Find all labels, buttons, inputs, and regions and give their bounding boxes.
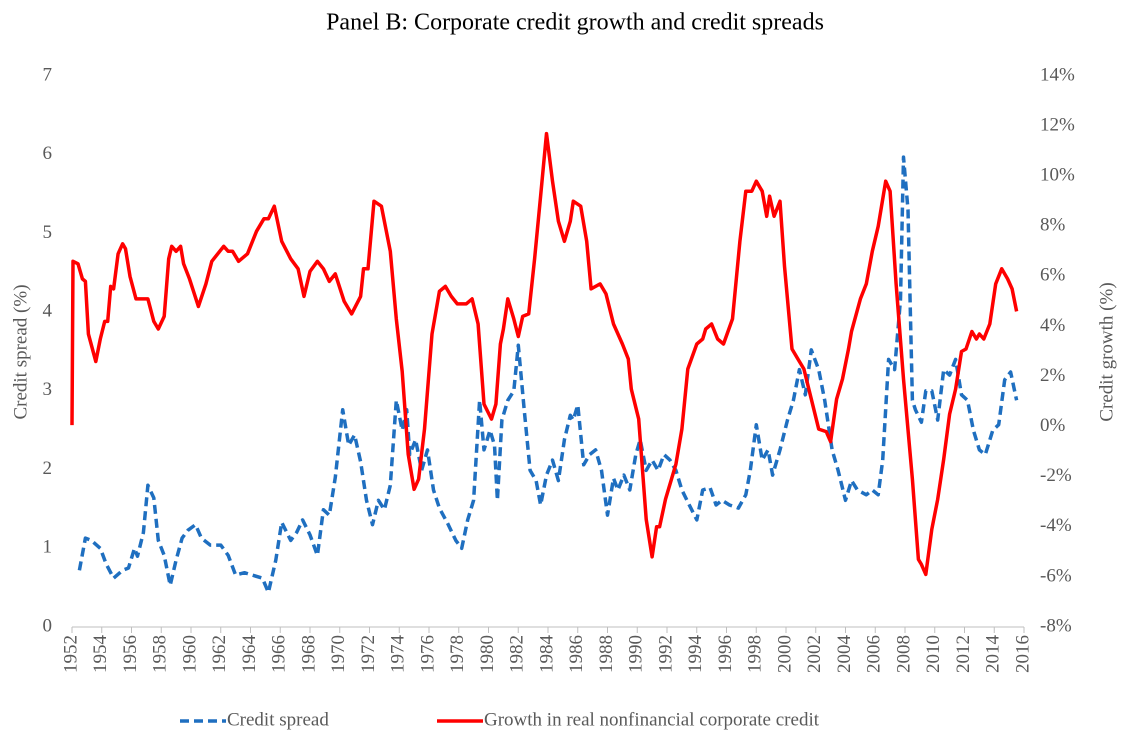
x-tick-label: 1968 <box>298 635 319 673</box>
y2-tick-label: 4% <box>1040 315 1066 336</box>
y-tick-label: 0 <box>43 615 53 636</box>
x-tick-label: 2006 <box>864 635 885 673</box>
y-tick-label: 5 <box>43 222 53 243</box>
series-line <box>77 155 1019 595</box>
y2-tick-label: 0% <box>1040 415 1066 436</box>
x-tick-label: 1970 <box>328 635 349 673</box>
x-tick-label: 1954 <box>90 635 111 674</box>
y-axis-title: Credit spread (%) <box>10 284 31 419</box>
x-tick-label: 1986 <box>566 635 587 673</box>
x-tick-label: 2016 <box>1012 635 1033 673</box>
x-tick-label: 2000 <box>774 635 795 673</box>
y2-tick-label: 8% <box>1040 215 1066 236</box>
legend-label: Growth in real nonfinancial corporate cr… <box>484 709 820 730</box>
x-tick-label: 1994 <box>685 635 706 674</box>
y-tick-label: 1 <box>43 537 53 558</box>
y-tick-label: 4 <box>43 301 53 322</box>
x-tick-label: 1984 <box>536 635 557 674</box>
x-tick-label: 1958 <box>150 635 171 673</box>
x-tick-label: 1976 <box>417 635 438 673</box>
y2-tick-label: -4% <box>1040 515 1072 536</box>
x-tick-label: 1996 <box>715 635 736 673</box>
x-tick-label: 1980 <box>477 635 498 673</box>
x-tick-label: 1990 <box>626 635 647 673</box>
x-tick-label: 1952 <box>60 635 81 673</box>
y-tick-label: 2 <box>43 458 53 479</box>
x-tick-label: 1988 <box>596 635 617 673</box>
x-tick-label: 1962 <box>209 635 230 673</box>
x-tick-label: 1992 <box>655 635 676 673</box>
y2-tick-label: 2% <box>1040 365 1066 386</box>
series-line <box>70 131 1019 577</box>
y2-axis-title: Credit growth (%) <box>1096 282 1117 421</box>
x-tick-label: 1974 <box>388 635 409 674</box>
x-tick-label: 1956 <box>120 635 141 673</box>
x-tick-label: 1978 <box>447 635 468 673</box>
x-tick-label: 2002 <box>804 635 825 673</box>
x-tick-label: 1972 <box>358 635 379 673</box>
y-tick-label: 3 <box>43 379 53 400</box>
y-tick-label: 7 <box>43 64 53 85</box>
y2-tick-label: 6% <box>1040 265 1066 286</box>
y2-tick-label: -6% <box>1040 565 1072 586</box>
chart-title: Panel B: Corporate credit growth and cre… <box>326 10 824 36</box>
y2-tick-label: -8% <box>1040 615 1072 636</box>
x-tick-label: 1966 <box>269 635 290 673</box>
y2-tick-label: 12% <box>1040 114 1075 135</box>
legend-label: Credit spread <box>227 709 329 730</box>
x-tick-label: 2012 <box>953 635 974 673</box>
y2-tick-label: 10% <box>1040 165 1075 186</box>
y2-tick-label: 14% <box>1040 64 1075 85</box>
x-tick-label: 1982 <box>507 635 528 673</box>
x-tick-label: 2010 <box>923 635 944 673</box>
x-tick-label: 2014 <box>983 635 1004 674</box>
x-tick-label: 1960 <box>179 635 200 673</box>
x-tick-label: 1998 <box>745 635 766 673</box>
y2-tick-label: -2% <box>1040 465 1072 486</box>
x-tick-label: 1964 <box>239 635 260 674</box>
y-tick-label: 6 <box>43 143 53 164</box>
x-tick-label: 2008 <box>893 635 914 673</box>
x-tick-label: 2004 <box>834 635 855 674</box>
